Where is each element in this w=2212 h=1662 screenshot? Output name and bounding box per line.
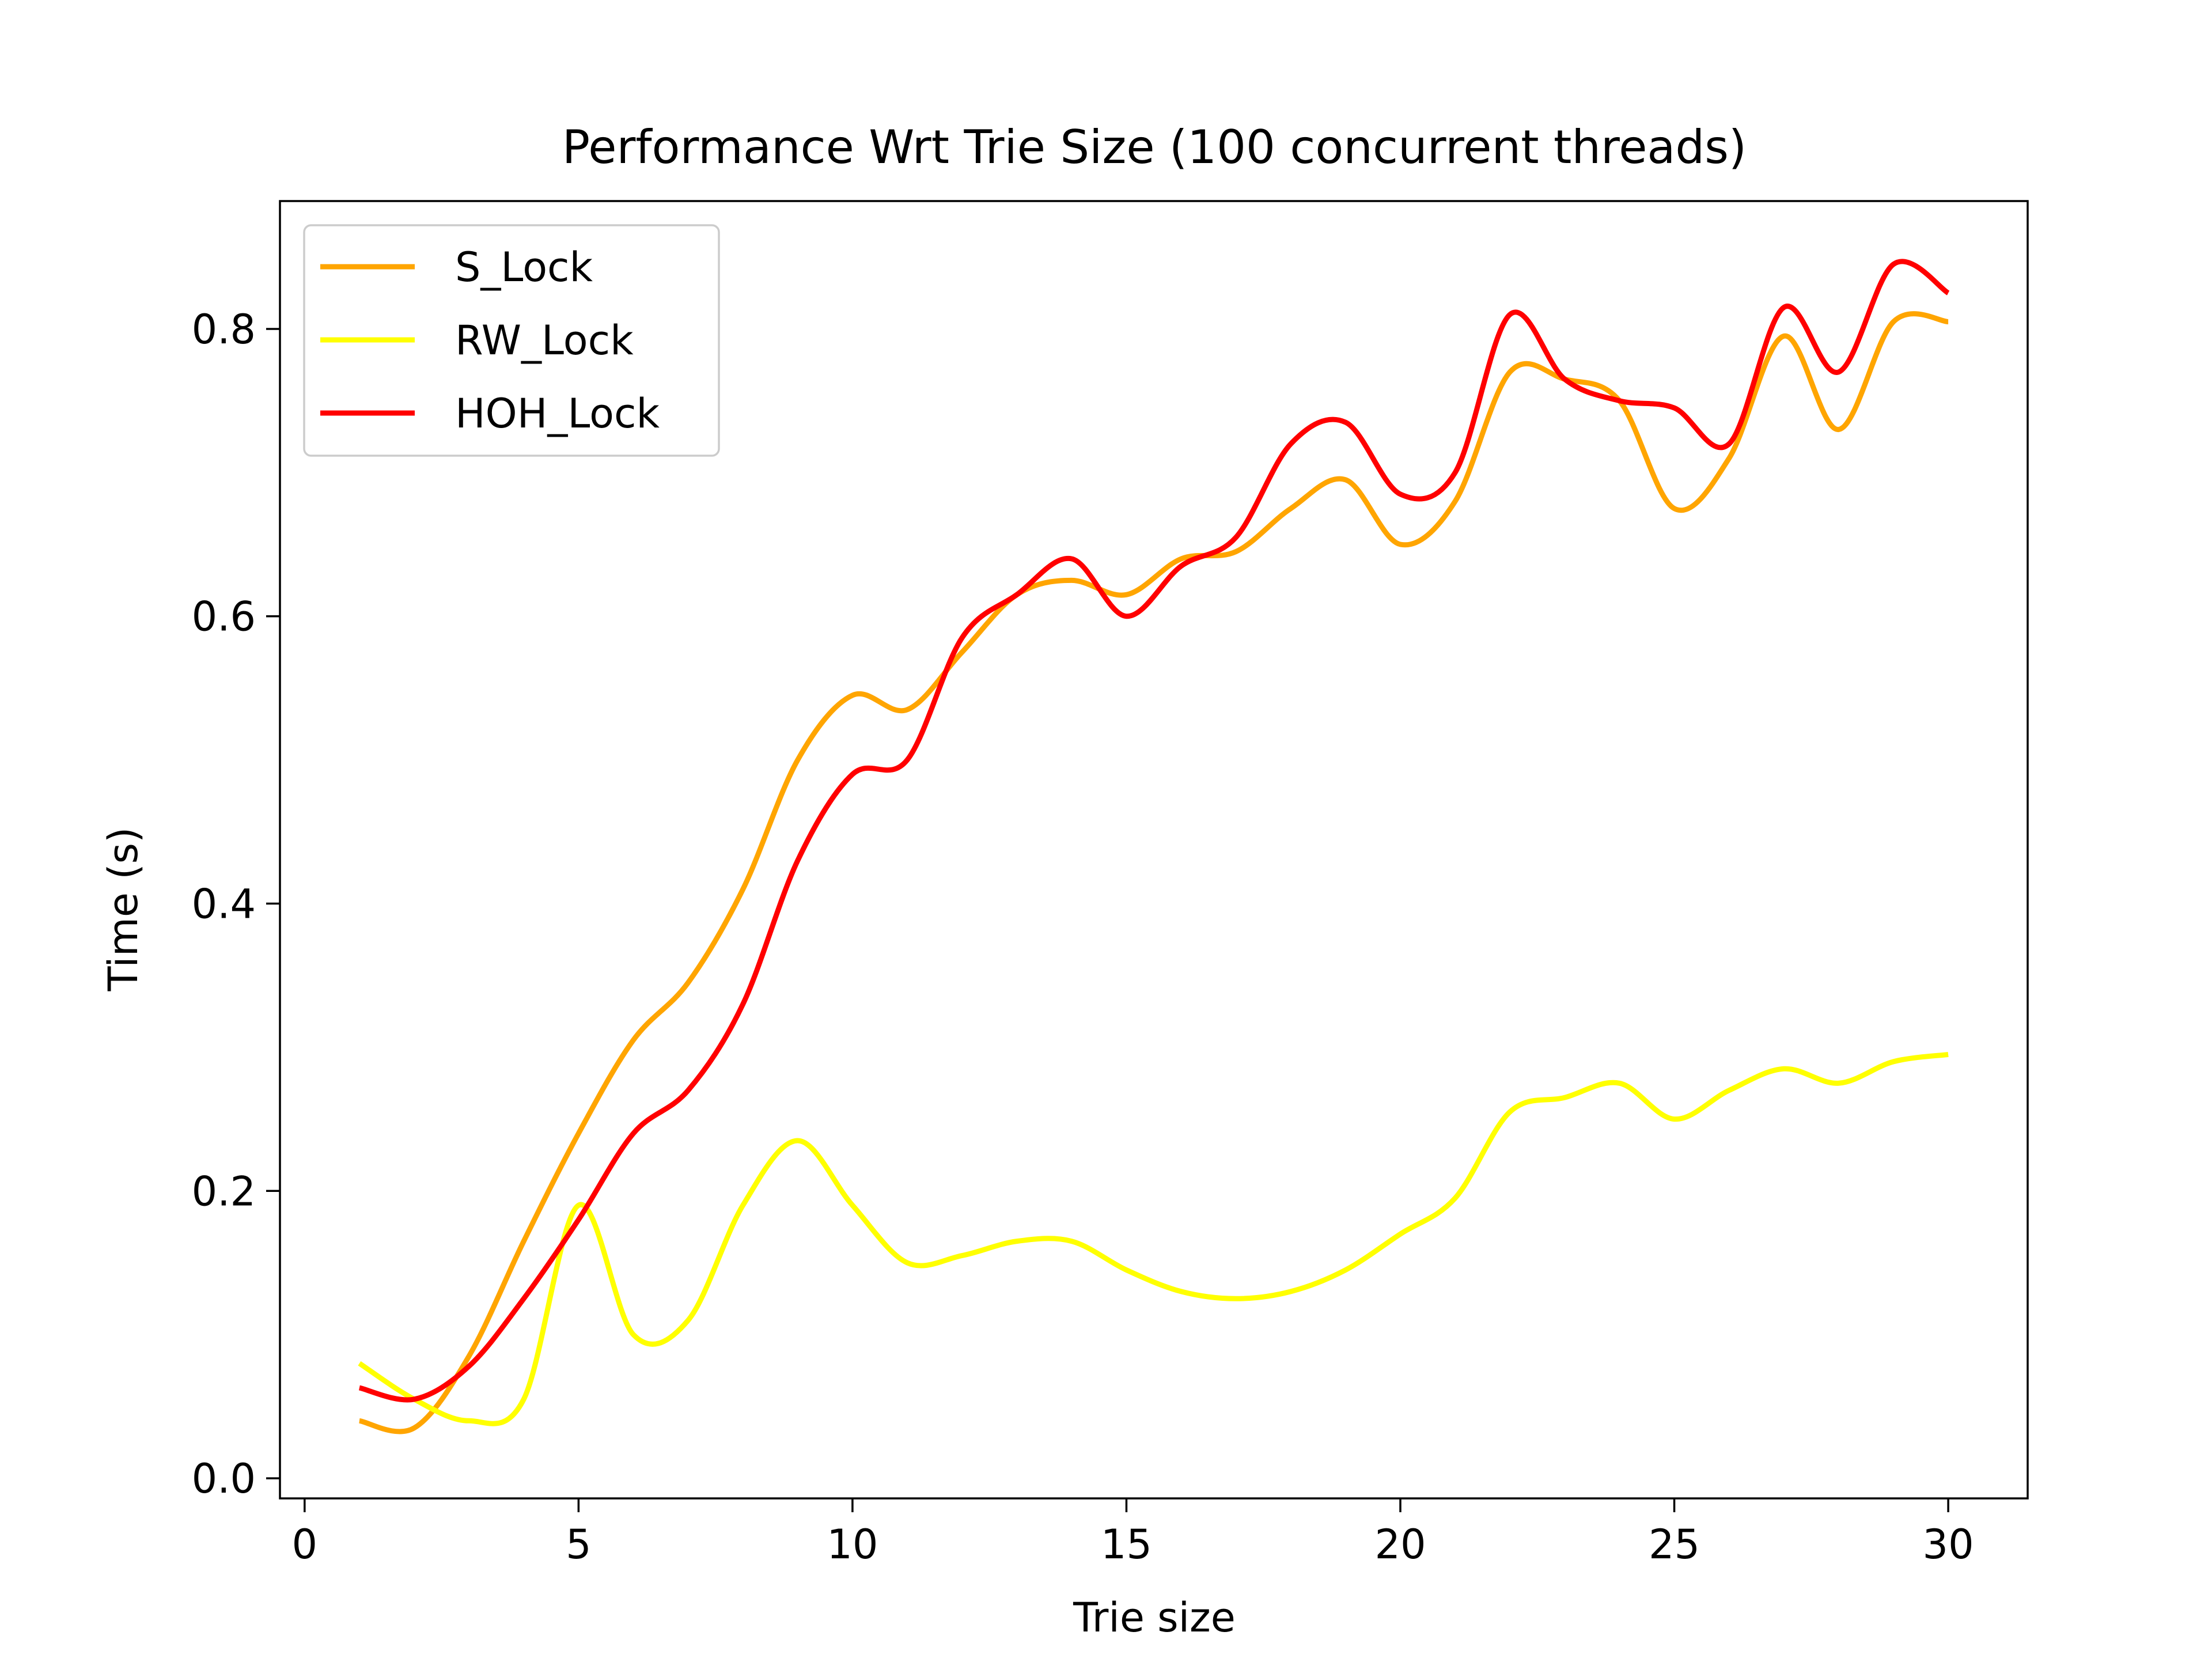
y-tick-label: 0.4 — [192, 881, 256, 928]
y-tick-label: 0.8 — [192, 306, 256, 353]
x-tick-label: 20 — [1374, 1521, 1426, 1568]
x-tick-label: 5 — [566, 1521, 592, 1568]
chart-title: Performance Wrt Trie Size (100 concurren… — [562, 120, 1747, 174]
x-tick-label: 25 — [1649, 1521, 1700, 1568]
legend: S_Lock RW_Lock HOH_Lock — [303, 224, 720, 457]
x-tick-label: 0 — [292, 1521, 318, 1568]
legend-label: S_Lock — [455, 244, 593, 291]
y-tick-label: 0.6 — [192, 593, 256, 641]
axes: 0 5 10 15 20 25 30 0.0 0.2 0.4 0.6 0.8 — [192, 200, 2029, 1568]
series-line-s-lock — [358, 311, 1949, 1434]
legend-label: RW_Lock — [455, 317, 634, 364]
y-tick-label: 0.0 — [192, 1455, 256, 1502]
legend-label: HOH_Lock — [455, 390, 660, 437]
plot-area — [358, 259, 1950, 1434]
x-axis-label: Trie size — [1073, 1594, 1236, 1641]
y-tick-label: 0.2 — [192, 1168, 256, 1215]
axes-frame — [279, 200, 2029, 1500]
x-tick-label: 15 — [1101, 1521, 1152, 1568]
y-axis-label: Time (s) — [100, 827, 147, 992]
x-tick-label: 30 — [1923, 1521, 1974, 1568]
legend-box — [303, 224, 720, 457]
series-line-hoh-lock — [358, 259, 1950, 1403]
series-line-rw-lock — [358, 1051, 1949, 1426]
x-tick-label: 10 — [827, 1521, 878, 1568]
